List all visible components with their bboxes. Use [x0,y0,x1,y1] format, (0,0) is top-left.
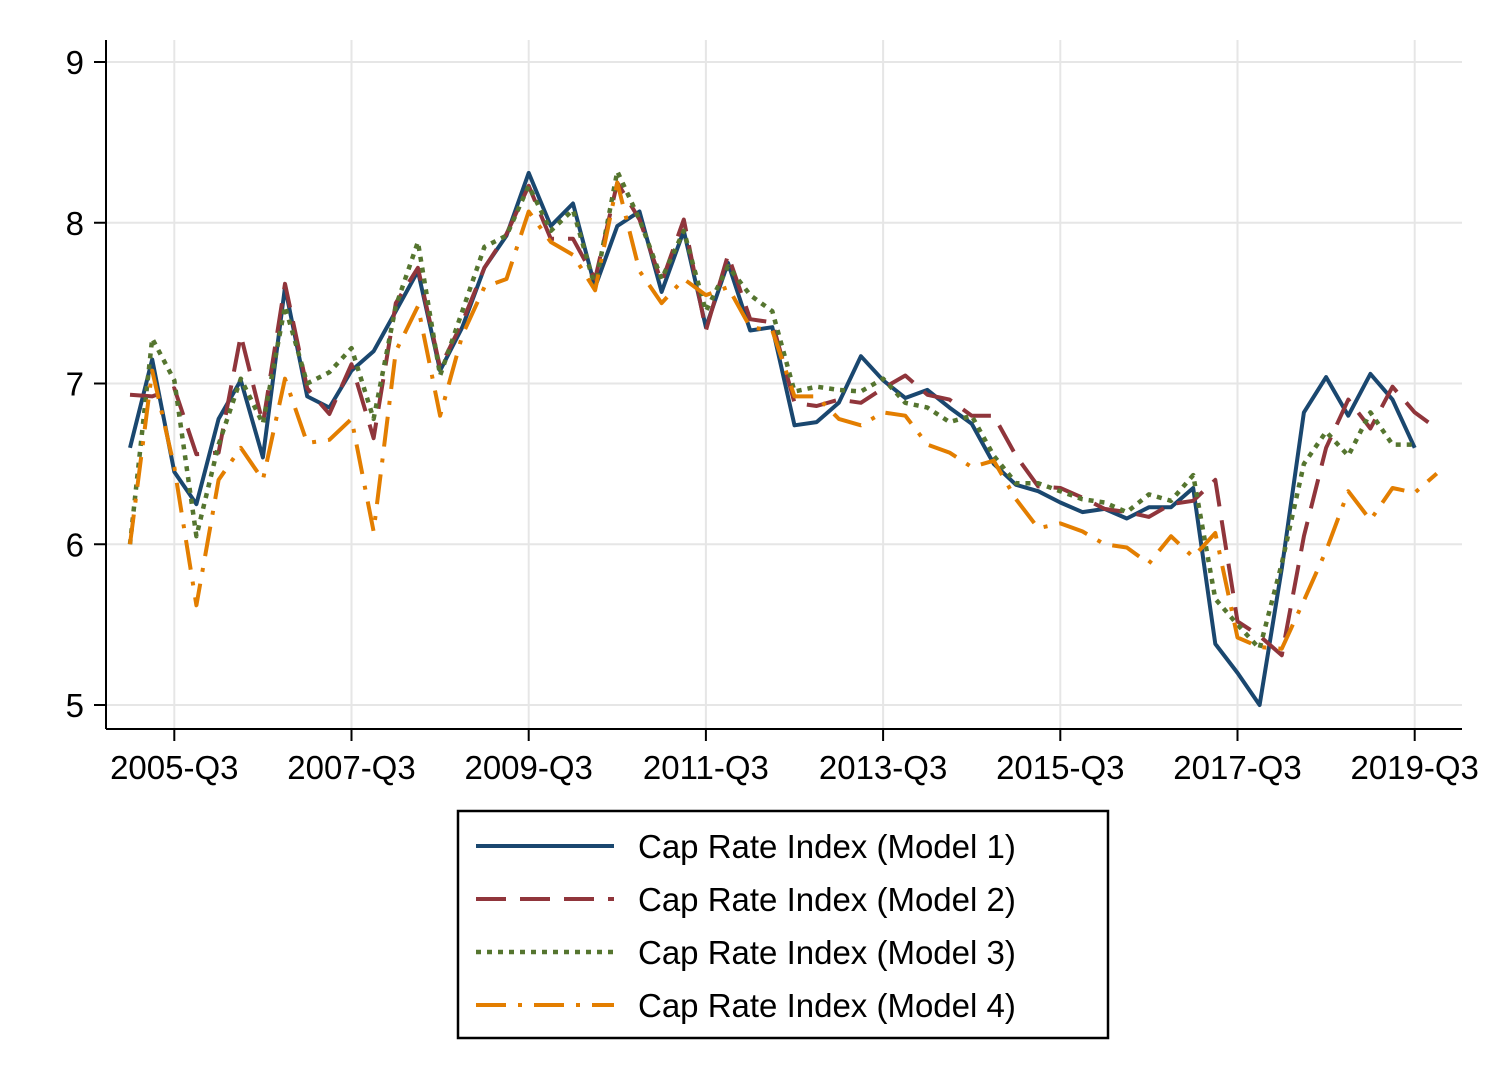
y-tick-label: 6 [66,526,84,563]
legend-label-model-4: Cap Rate Index (Model 4) [638,987,1016,1024]
legend-box [456,809,1110,1040]
y-tick-label: 7 [66,366,84,403]
x-tick-label: 2005-Q3 [110,749,238,786]
legend-label-model-3: Cap Rate Index (Model 3) [638,934,1016,971]
series-lines [127,169,1439,707]
y-tick-label: 9 [66,44,84,81]
x-tick-label: 2017-Q3 [1173,749,1301,786]
x-tick-label: 2015-Q3 [996,749,1124,786]
x-tick-label: 2007-Q3 [287,749,415,786]
axes: 5 6 7 8 9 2005-Q3 2007-Q3 2009-Q3 2011-Q3 2013-Q3… [66,40,1479,786]
series-line-model-2 [129,180,1438,658]
legend-label-model-2: Cap Rate Index (Model 2) [638,881,1016,918]
x-tick-label: 2009-Q3 [464,749,592,786]
x-tick-label: 2011-Q3 [643,749,769,786]
series-line-model-4 [128,180,1439,651]
y-tick-label: 5 [66,687,84,724]
y-tick-label: 8 [66,205,84,242]
x-tick-label: 2013-Q3 [819,749,947,786]
legend: Cap Rate Index (Model 1) Cap Rate Index … [456,809,1110,1040]
legend-label-model-1: Cap Rate Index (Model 1) [638,828,1016,865]
x-tick-label: 2019-Q3 [1350,749,1478,786]
series-line-model-3 [127,169,1415,651]
